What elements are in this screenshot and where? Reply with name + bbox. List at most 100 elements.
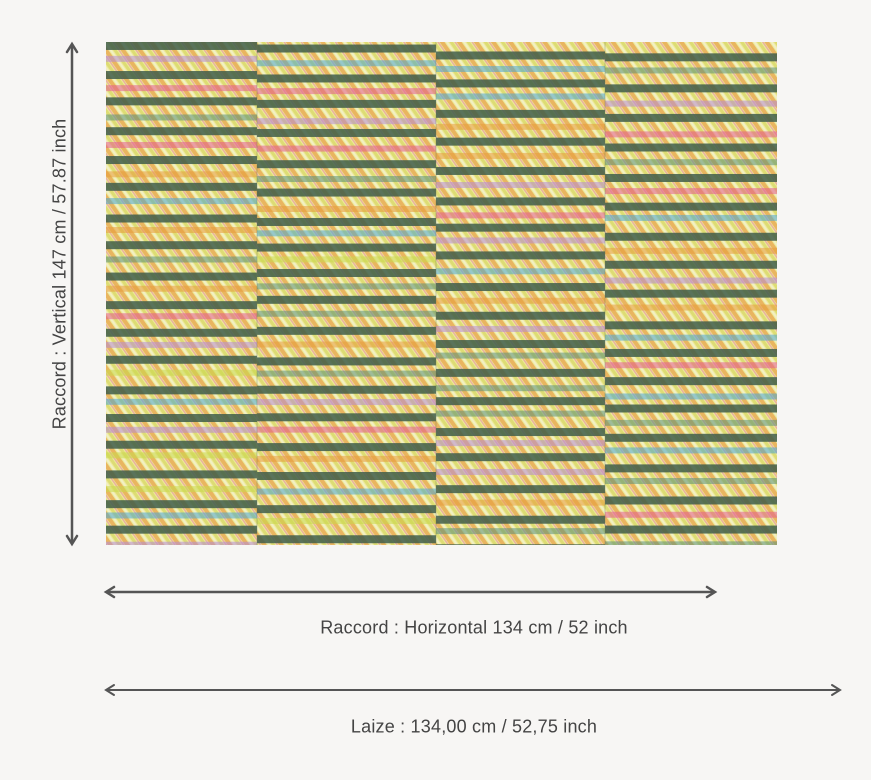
pattern-stripe [436, 311, 605, 320]
pattern-stripe [106, 369, 257, 376]
pattern-stripe [605, 525, 777, 534]
vertical-repeat-arrow [65, 41, 79, 547]
pattern-stripe [106, 127, 257, 136]
pattern-stripe [257, 283, 436, 290]
pattern-stripe [436, 237, 605, 244]
pattern-stripe [605, 334, 777, 341]
pattern-stripe [106, 525, 257, 534]
pattern-stripe [436, 453, 605, 462]
pattern-stripe [106, 452, 257, 459]
pattern-stripe [436, 397, 605, 406]
pattern-stripe [605, 541, 777, 545]
pattern-stripe [605, 377, 777, 386]
pattern-stripe [106, 341, 257, 348]
pattern-stripe [605, 478, 777, 485]
pattern-stripe [436, 515, 605, 524]
pattern-stripe [605, 277, 777, 284]
pattern-stripe [106, 500, 257, 509]
pattern-stripe [106, 97, 257, 106]
pattern-stripe [605, 362, 777, 369]
pattern-stripe [605, 419, 777, 426]
pattern-stripe [257, 535, 436, 544]
pattern-stripe [106, 272, 257, 281]
pattern-stripe [106, 328, 257, 337]
wallpaper-swatch [106, 42, 777, 545]
pattern-stripe [106, 156, 257, 165]
pattern-stripe [257, 426, 436, 433]
pattern-stripe [436, 385, 605, 392]
pattern-stripe [106, 85, 257, 92]
pattern-stripe [436, 283, 605, 292]
pattern-stripe [106, 182, 257, 191]
pattern-stripe [106, 241, 257, 250]
pattern-stripe [257, 60, 436, 67]
pattern-stripe [436, 182, 605, 189]
pattern-stripe [257, 128, 436, 137]
pattern-stripe [257, 385, 436, 394]
horizontal-repeat-label: Raccord : Horizontal 134 cm / 52 inch [320, 617, 628, 638]
pattern-stripe [605, 260, 777, 269]
laize-label: Laize : 134,00 cm / 52,75 inch [350, 716, 598, 737]
pattern-stripe [257, 399, 436, 406]
pattern-stripe [106, 470, 257, 479]
pattern-stripe [605, 348, 777, 357]
laize-width-arrow [104, 684, 842, 696]
pattern-stripe [436, 51, 605, 60]
pattern-stripe [436, 137, 605, 146]
pattern-stripe [106, 398, 257, 405]
pattern-stripe [257, 488, 436, 495]
pattern-stripe [106, 313, 257, 320]
pattern-stripe [106, 256, 257, 263]
pattern-stripe [257, 326, 436, 335]
pattern-stripe [106, 440, 257, 449]
pattern-stripe [436, 499, 605, 506]
pattern-stripe [436, 197, 605, 206]
pattern-stripe [106, 227, 257, 234]
pattern-stripe [106, 426, 257, 433]
pattern-stripe [257, 310, 436, 317]
pattern-stripe [605, 202, 777, 211]
pattern-stripe [605, 232, 777, 241]
pattern-stripe [605, 188, 777, 195]
pattern-stripe [257, 471, 436, 480]
pattern-stripe [605, 214, 777, 221]
pattern-stripe [436, 544, 605, 545]
pattern-stripe [436, 325, 605, 332]
pattern-stripe [257, 268, 436, 277]
pattern-stripe [436, 268, 605, 275]
pattern-stripe [605, 131, 777, 138]
pattern-stripe [106, 414, 257, 423]
pattern-stripe [257, 243, 436, 252]
pattern-stripe [106, 114, 257, 121]
pattern-stripe [605, 433, 777, 442]
pattern-stripe [436, 212, 605, 219]
pattern-stripe [605, 53, 777, 62]
horizontal-repeat-arrow [103, 585, 718, 599]
pattern-stripe [436, 440, 605, 447]
pattern-stripe [605, 393, 777, 400]
pattern-stripe [257, 505, 436, 514]
pattern-stripe [106, 486, 257, 493]
pattern-stripe [436, 340, 605, 349]
pattern-stripe [436, 352, 605, 359]
pattern-stripe [257, 357, 436, 366]
pattern-stripe [106, 141, 257, 148]
pattern-stripe [436, 93, 605, 100]
pattern-stripe [436, 297, 605, 304]
pattern-stripe [257, 88, 436, 95]
pattern-stripe [106, 71, 257, 80]
pattern-stripe [257, 99, 436, 108]
pattern-stripe [106, 512, 257, 519]
pattern-stripe [257, 230, 436, 237]
pattern-stripe [605, 464, 777, 473]
pattern-stripe [106, 171, 257, 178]
pattern-stripe [436, 152, 605, 159]
pattern-stripe [106, 214, 257, 223]
pattern-stripe [436, 251, 605, 260]
pattern-stripe [605, 100, 777, 107]
pattern-stripe [436, 123, 605, 130]
pattern-stripe [605, 173, 777, 182]
pattern-stripe [605, 496, 777, 505]
pattern-stripe [436, 368, 605, 377]
